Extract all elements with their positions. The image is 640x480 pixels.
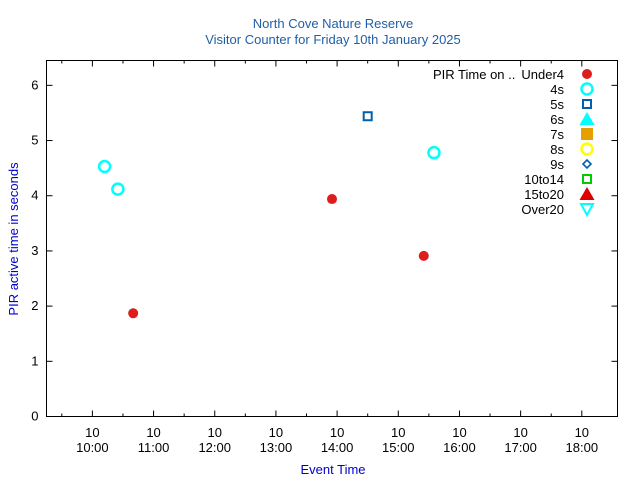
x-tick-label-top: 10	[146, 425, 160, 440]
legend-marker	[581, 128, 593, 140]
legend-marker	[582, 69, 592, 79]
legend-label: 4s	[550, 82, 564, 97]
data-point	[327, 194, 337, 205]
legend: PIR Time on .. Under44s5s6s7s8s9s10to141…	[433, 67, 595, 218]
x-tick-label-bottom: 16:00	[443, 440, 476, 455]
x-tick-label-bottom: 12:00	[198, 440, 231, 455]
y-tick-label: 0	[31, 409, 38, 424]
x-tick-label-top: 10	[513, 425, 527, 440]
legend-marker	[580, 82, 594, 96]
x-axis: 1010:001011:001012:001013:001014:001015:…	[61, 60, 599, 455]
x-tick-label-bottom: 10:00	[76, 440, 109, 455]
data-point	[128, 308, 139, 319]
x-tick-label-top: 10	[208, 425, 222, 440]
x-tick-label-bottom: 18:00	[566, 440, 599, 455]
legend-title: PIR Time on ..	[433, 67, 515, 82]
legend-label: 7s	[550, 127, 564, 142]
data-points	[97, 111, 441, 319]
chart-subtitle: Visitor Counter for Friday 10th January …	[205, 32, 461, 47]
legend-label: Under4	[521, 67, 564, 82]
y-tick-label: 6	[31, 77, 38, 92]
legend-label: 15to20	[524, 187, 564, 202]
x-tick-label-top: 10	[269, 425, 283, 440]
legend-marker	[579, 203, 595, 218]
y-axis: 0 1 2 3 4 5 6	[31, 77, 618, 424]
legend-marker	[580, 142, 594, 156]
legend-label: 8s	[550, 142, 564, 157]
x-tick-label-top: 10	[85, 425, 99, 440]
data-point	[97, 159, 112, 174]
x-tick-label-bottom: 15:00	[382, 440, 415, 455]
legend-marker	[579, 187, 595, 200]
x-tick-label-bottom: 14:00	[321, 440, 354, 455]
legend-marker	[582, 174, 592, 184]
y-tick-label: 5	[31, 133, 38, 148]
data-point	[427, 145, 441, 160]
legend-marker	[582, 99, 592, 109]
legend-label: 9s	[550, 157, 564, 172]
legend-label: Over20	[521, 202, 564, 217]
chart-title: North Cove Nature Reserve	[253, 16, 413, 31]
y-axis-label: PIR active time in seconds	[6, 162, 21, 316]
x-axis-label: Event Time	[300, 462, 365, 477]
y-tick-label: 3	[31, 243, 38, 258]
legend-label: 5s	[550, 97, 564, 112]
x-tick-label-top: 10	[330, 425, 344, 440]
x-tick-label-top: 10	[391, 425, 405, 440]
data-point	[111, 182, 125, 196]
legend-label: 10to14	[524, 172, 564, 187]
x-tick-label-top: 10	[575, 425, 589, 440]
y-tick-label: 1	[31, 353, 38, 368]
x-tick-label-bottom: 13:00	[260, 440, 293, 455]
x-tick-label-bottom: 17:00	[504, 440, 537, 455]
legend-marker	[581, 158, 593, 170]
data-point	[418, 250, 429, 261]
legend-marker	[579, 112, 595, 125]
x-tick-label-bottom: 11:00	[138, 440, 170, 455]
y-tick-label: 4	[31, 188, 38, 203]
x-tick-label-top: 10	[452, 425, 466, 440]
plot-frame	[46, 60, 618, 417]
legend-label: 6s	[550, 112, 564, 127]
y-tick-label: 2	[31, 298, 38, 313]
data-point	[362, 111, 373, 122]
